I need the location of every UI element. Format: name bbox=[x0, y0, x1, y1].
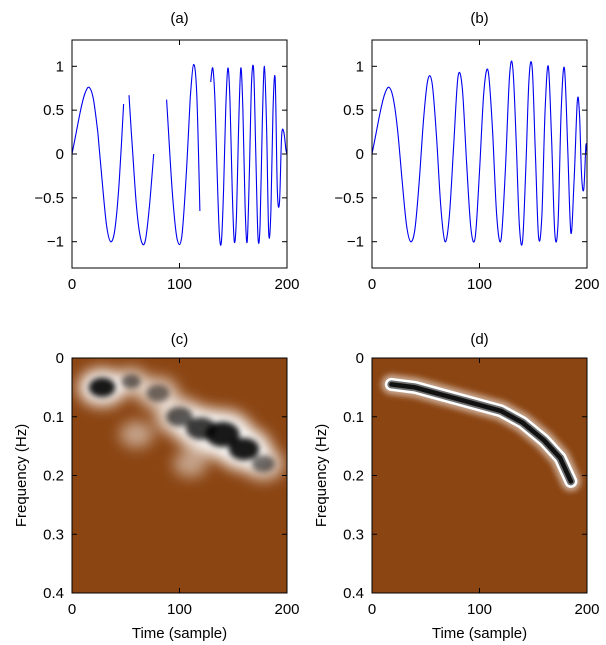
panel-b-title: (b) bbox=[470, 10, 488, 27]
panel-b-xtick-label-1: 100 bbox=[467, 276, 492, 293]
panel-a-xtick-label-1: 100 bbox=[167, 276, 192, 293]
panel-a-series-0 bbox=[72, 86, 99, 155]
panel-a-ytick-label-3: −0.5 bbox=[34, 190, 64, 207]
panel-c-blob-core-2 bbox=[146, 384, 170, 402]
panel-b-xtick-label-2: 200 bbox=[574, 276, 599, 293]
panel-a: (a) 0 100 200 1 0.5 0 −0.5 −1 bbox=[34, 10, 299, 293]
panel-c-blob-glow-9 bbox=[119, 420, 154, 448]
panel-c-xlabel: Time (sample) bbox=[132, 625, 227, 642]
panel-b: (b) 0 100 200 1 0.5 0 −0.5 −1 bbox=[334, 10, 599, 293]
panel-d-ytick-label-0: 0 bbox=[356, 350, 364, 367]
panel-c-xtick-label-0: 0 bbox=[68, 601, 76, 618]
panel-a-xtick-label-0: 0 bbox=[68, 276, 76, 293]
panel-c-xtick-label-2: 200 bbox=[274, 601, 299, 618]
panel-d-xtick-label-0: 0 bbox=[368, 601, 376, 618]
panel-a-signal bbox=[72, 64, 287, 246]
panel-d-ytick-label-1: 0.1 bbox=[343, 409, 364, 426]
panel-d-ytick-label-3: 0.3 bbox=[343, 526, 364, 543]
panel-a-series-5 bbox=[210, 64, 287, 246]
panel-c-ytick-label-3: 0.3 bbox=[43, 526, 64, 543]
panel-c-blob-core-5 bbox=[205, 421, 240, 447]
panel-a-ytick-label-0: 1 bbox=[56, 58, 64, 75]
panel-d-ridge-core bbox=[389, 382, 574, 484]
panel-b-ytick-label-4: −1 bbox=[347, 234, 364, 251]
panel-c-ticks: 0 100 200 0 0.1 0.2 0.3 0.4 bbox=[43, 350, 299, 618]
panel-c-blob-core-1 bbox=[121, 374, 141, 389]
panel-c-blob-glow-8 bbox=[173, 450, 208, 478]
panel-c-xtick-label-1: 100 bbox=[167, 601, 192, 618]
panel-c-ytick-label-4: 0.4 bbox=[43, 585, 64, 602]
panel-a-xtick-label-2: 200 bbox=[274, 276, 299, 293]
panel-a-ytick-label-1: 0.5 bbox=[43, 102, 64, 119]
panel-a-series-3 bbox=[166, 96, 191, 246]
panel-b-xtick-label-0: 0 bbox=[368, 276, 376, 293]
panel-c-blob-core-7 bbox=[251, 455, 275, 473]
panel-a-ticks: 0 100 200 1 0.5 0 −0.5 −1 bbox=[34, 40, 300, 293]
panel-b-series-0 bbox=[372, 60, 587, 246]
panel-b-ticks: 0 100 200 1 0.5 0 −0.5 −1 bbox=[334, 40, 600, 293]
panel-d-ticks: 0 100 200 0 0.1 0.2 0.3 0.4 bbox=[343, 350, 599, 618]
panel-c-ytick-label-0: 0 bbox=[56, 350, 64, 367]
panel-b-ytick-label-0: 1 bbox=[356, 58, 364, 75]
panel-d-ylabel: Frequency (Hz) bbox=[313, 424, 330, 527]
panel-b-signal bbox=[372, 60, 587, 246]
panel-c-ylabel: Frequency (Hz) bbox=[13, 424, 30, 527]
panel-d-ytick-label-4: 0.4 bbox=[343, 585, 364, 602]
panel-a-series-2 bbox=[128, 95, 155, 246]
panel-c: (c) 0 100 200 0 0.1 0.2 0.3 0.4 Time (sample) F… bbox=[13, 331, 300, 642]
panel-a-title: (a) bbox=[170, 10, 188, 27]
panel-d-energy-ridge bbox=[381, 374, 581, 492]
panel-c-ytick-label-1: 0.1 bbox=[43, 409, 64, 426]
panel-c-blob-core-0 bbox=[88, 377, 116, 398]
panel-a-axes bbox=[71, 39, 288, 269]
panel-b-ytick-label-1: 0.5 bbox=[343, 102, 364, 119]
panel-b-ytick-label-3: −0.5 bbox=[334, 190, 364, 207]
panel-d-xtick-label-1: 100 bbox=[467, 601, 492, 618]
panel-a-series-4 bbox=[189, 64, 201, 212]
panel-a-ytick-label-2: 0 bbox=[56, 146, 64, 163]
panel-d-title: (d) bbox=[470, 331, 488, 348]
panel-d-xlabel: Time (sample) bbox=[432, 625, 527, 642]
panel-c-blob-core-3 bbox=[166, 406, 193, 427]
panel-a-ytick-label-4: −1 bbox=[47, 234, 64, 251]
panel-c-energy-core bbox=[88, 374, 275, 473]
panel-d-xtick-label-2: 200 bbox=[574, 601, 599, 618]
panel-c-ytick-label-2: 0.2 bbox=[43, 468, 64, 485]
panel-d: (d) 0 100 200 0 0.1 0.2 0.3 0.4 Time (sample) F… bbox=[313, 331, 600, 642]
panel-c-blob-core-6 bbox=[228, 437, 260, 461]
panel-a-series-1 bbox=[97, 103, 125, 243]
panel-b-ytick-label-2: 0 bbox=[356, 146, 364, 163]
panel-d-ytick-label-2: 0.2 bbox=[343, 468, 364, 485]
panel-c-title: (c) bbox=[171, 331, 189, 348]
